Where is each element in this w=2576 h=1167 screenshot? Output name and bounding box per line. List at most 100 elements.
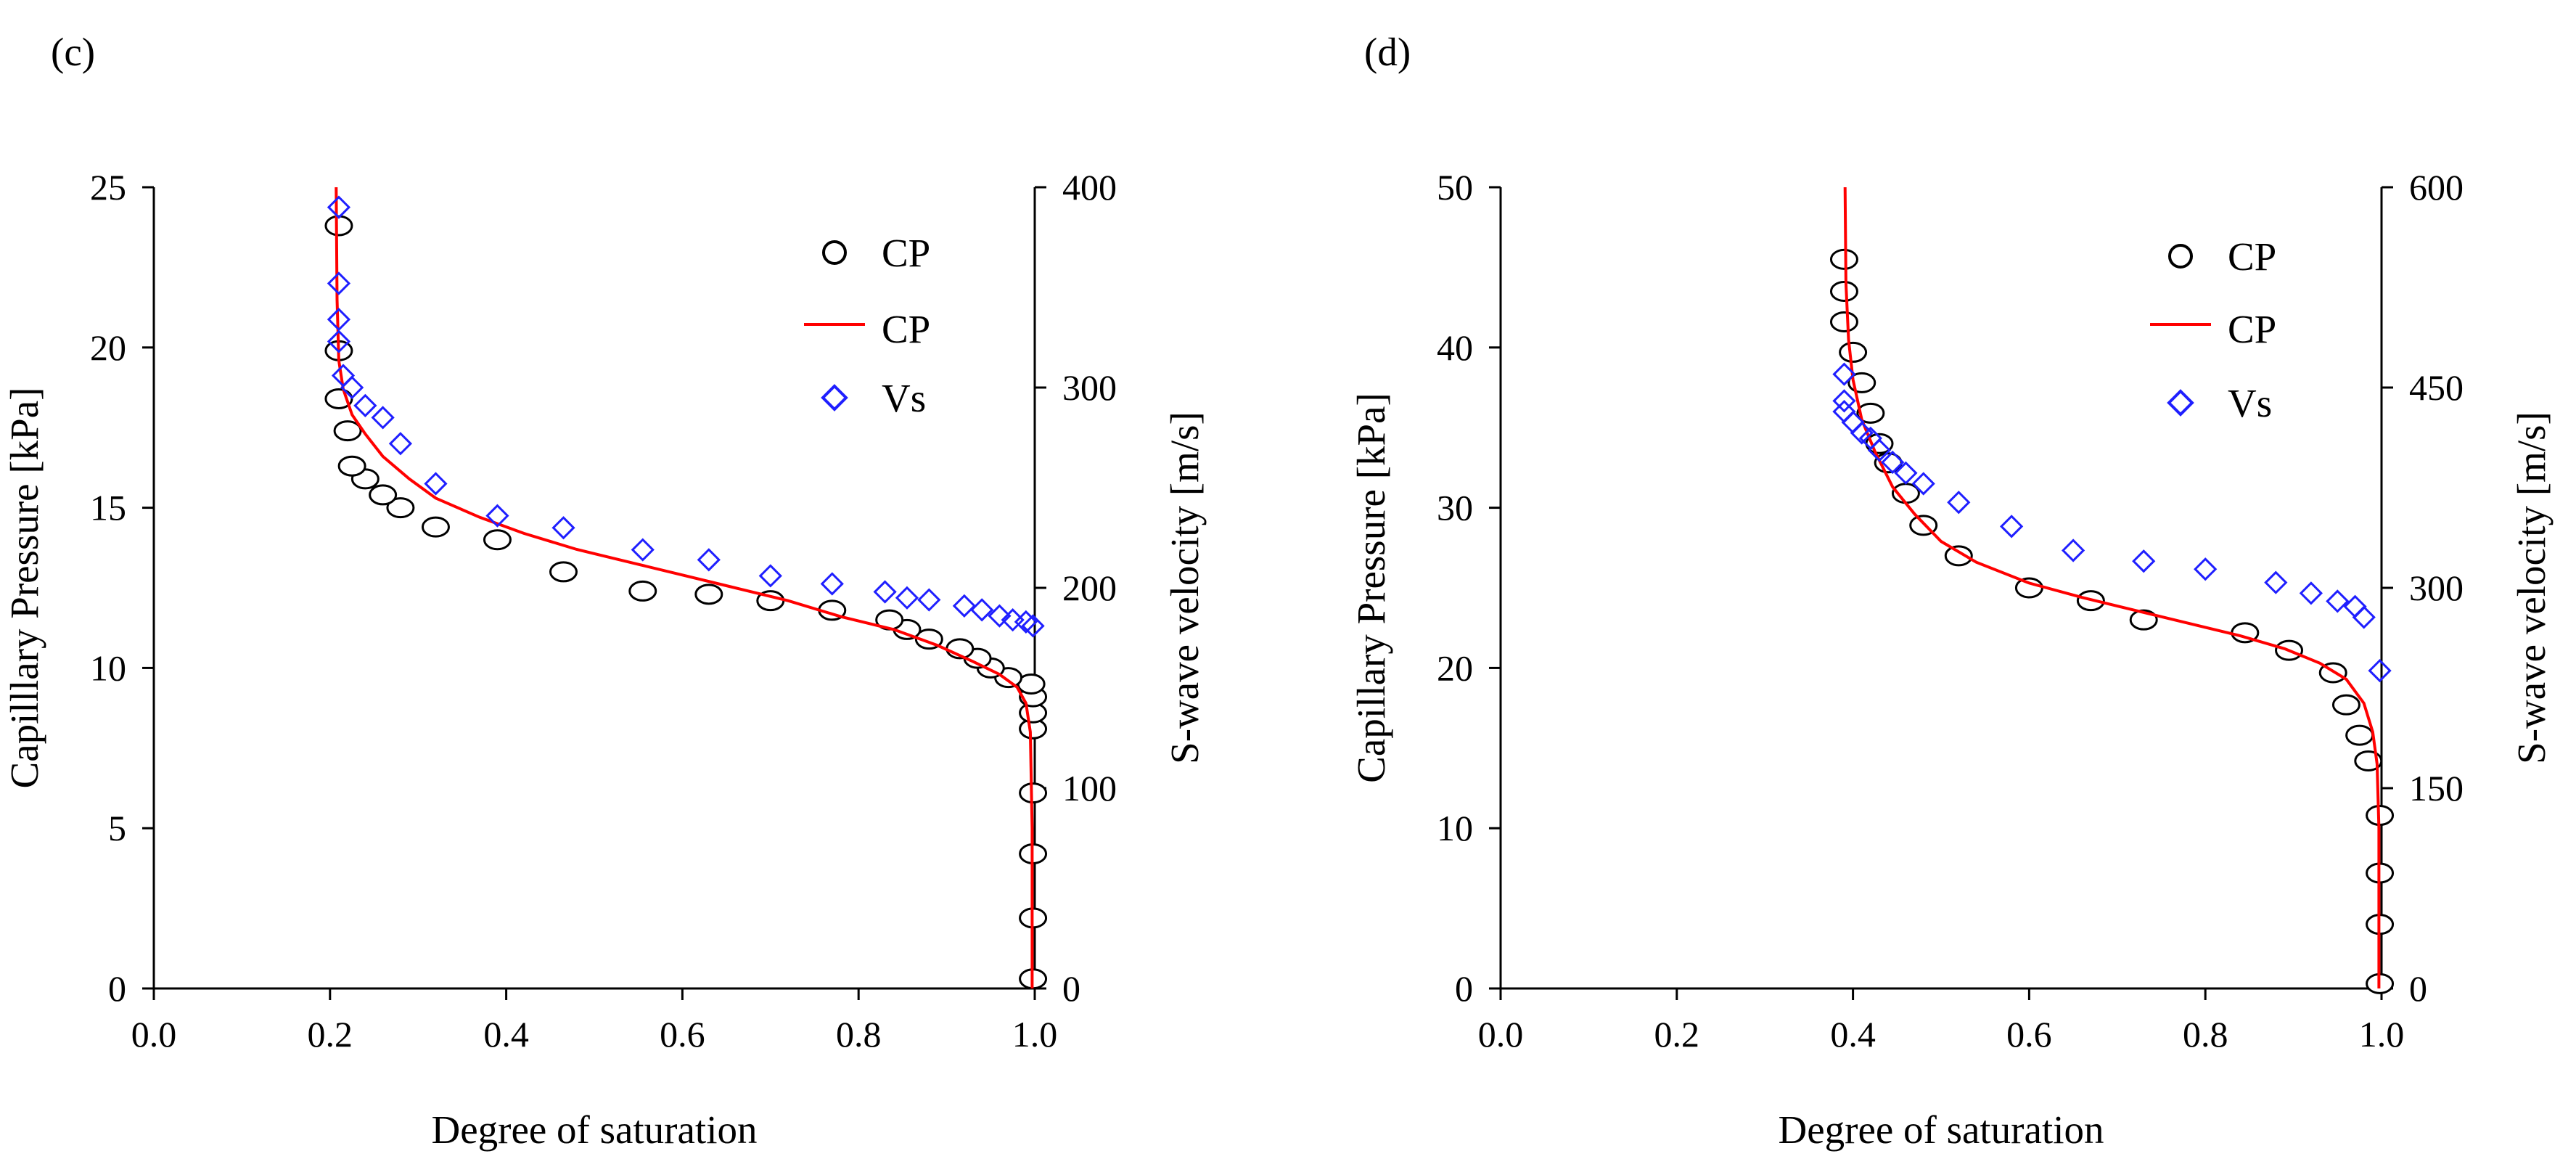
vs-data-point <box>388 432 413 456</box>
vs-data-point <box>820 572 844 596</box>
cp-data-point <box>421 516 450 538</box>
x-tick-label: 0.2 <box>1654 1014 1700 1055</box>
cp-data-point <box>483 529 512 551</box>
vs-data-point <box>327 329 351 353</box>
vs-data-point <box>895 586 919 610</box>
legend-diamond-marker <box>821 384 848 411</box>
x-tick-label: 0.8 <box>2183 1014 2228 1055</box>
vs-data-point <box>424 472 448 496</box>
y2-tick-label: 0 <box>2409 968 2427 1009</box>
legend-circle-marker <box>2168 244 2193 269</box>
vs-data-point <box>2264 570 2288 594</box>
vs-data-point <box>988 604 1012 628</box>
cp-data-point <box>324 215 353 237</box>
vs-data-point <box>697 548 721 572</box>
vs-data-point <box>2132 549 2156 573</box>
legend-diamond-marker <box>2167 389 2194 417</box>
panel-label: (d) <box>1364 30 1411 74</box>
y2-axis-title: S-wave velocity [m/s] <box>2509 411 2554 764</box>
vs-data-point <box>1014 610 1038 634</box>
vs-data-point <box>551 516 575 540</box>
y2-tick-label: 300 <box>1062 367 1117 408</box>
legend-label: CP <box>882 307 930 351</box>
vs-data-point <box>970 598 994 622</box>
legend: CP CP Vs <box>2150 234 2276 425</box>
vs-data-point <box>873 580 897 604</box>
y-tick-label: 0 <box>1455 968 1473 1009</box>
cp-data-point <box>1839 341 1868 363</box>
x-tick-label: 0.4 <box>483 1014 529 1055</box>
cp-data-point <box>549 561 578 583</box>
legend-label: CP <box>2228 234 2276 279</box>
vs-data-point <box>1881 450 1905 475</box>
cp-data-point <box>369 484 398 506</box>
legend-label: Vs <box>2228 381 2272 425</box>
vs-data-point <box>1001 608 1025 632</box>
y-tick-label: 40 <box>1437 327 1473 368</box>
legend-circle-marker <box>822 240 847 265</box>
x-axis-title: Degree of saturation <box>1779 1107 2104 1152</box>
y2-tick-label: 450 <box>2409 367 2464 408</box>
vs-data-point <box>1832 389 1856 413</box>
x-tick-label: 0.4 <box>1830 1014 1876 1055</box>
cp-data-point <box>1829 248 1858 270</box>
cp-data-point <box>386 497 415 519</box>
vs-data-point <box>2326 589 2350 613</box>
x-axis-title: Degree of saturation <box>432 1107 758 1152</box>
vs-data-point <box>1947 491 1971 515</box>
x-tick-label: 0.6 <box>2006 1014 2052 1055</box>
y-tick-label: 15 <box>90 488 126 528</box>
vs-data-point <box>1911 472 1935 496</box>
vs-data-point <box>327 195 351 219</box>
y2-tick-label: 600 <box>2409 167 2464 208</box>
cp-data-point <box>2331 694 2360 716</box>
legend-label: CP <box>2228 307 2276 351</box>
y-tick-label: 25 <box>90 167 126 208</box>
cp-data-point <box>1829 311 1858 332</box>
vs-data-point <box>2368 658 2392 683</box>
cp-data-point <box>2014 577 2043 599</box>
x-tick-label: 0.0 <box>131 1014 177 1055</box>
vs-data-point <box>485 504 509 528</box>
y-axis-title: Capilllary Pressure [kPa] <box>2 388 46 789</box>
vs-data-point <box>371 406 395 430</box>
cp-data-point <box>694 584 723 605</box>
cp-data-point <box>628 580 657 602</box>
y2-tick-label: 300 <box>2409 568 2464 608</box>
vs-data-point <box>2061 539 2085 562</box>
y-tick-label: 10 <box>90 647 126 688</box>
x-tick-label: 0.8 <box>836 1014 882 1055</box>
cp-data-point <box>333 420 362 442</box>
y-tick-label: 5 <box>108 808 126 848</box>
y2-tick-label: 200 <box>1062 568 1117 608</box>
vs-data-point <box>2352 605 2376 629</box>
y-tick-label: 50 <box>1437 167 1473 208</box>
y2-tick-label: 400 <box>1062 167 1117 208</box>
y2-axis-title: S-wave velocity [m/s] <box>1162 411 1207 764</box>
vs-data-point <box>340 375 364 400</box>
x-tick-label: 0.6 <box>660 1014 705 1055</box>
vs-data-point <box>1999 515 2024 539</box>
chart-panel-0: (c)0.0 0.2 0.4 0.6 0.8 1.00510152025010020030… <box>2 30 1207 1152</box>
panel-label: (c) <box>51 30 95 74</box>
y2-tick-label: 0 <box>1062 968 1080 1009</box>
vs-data-point <box>2299 581 2323 605</box>
y-tick-label: 10 <box>1437 808 1473 848</box>
vs-data-point <box>631 538 655 562</box>
vs-data-point <box>758 564 782 588</box>
cp-data-point <box>2345 724 2374 746</box>
legend: CP CP Vs <box>804 231 930 420</box>
vs-data-point <box>917 588 941 612</box>
cp-data-point <box>337 455 366 477</box>
cp-model-line <box>335 187 1034 988</box>
vs-data-point <box>1894 461 1918 485</box>
x-tick-label: 1.0 <box>2359 1014 2405 1055</box>
y-tick-label: 20 <box>1437 647 1473 688</box>
vs-data-point <box>353 393 377 417</box>
chart-panel-1: (d)0.0 0.2 0.4 0.6 0.8 1.00102030405001503004… <box>1349 30 2554 1152</box>
legend-label: CP <box>882 231 930 275</box>
x-tick-label: 0.2 <box>308 1014 353 1055</box>
x-tick-label: 1.0 <box>1012 1014 1058 1055</box>
